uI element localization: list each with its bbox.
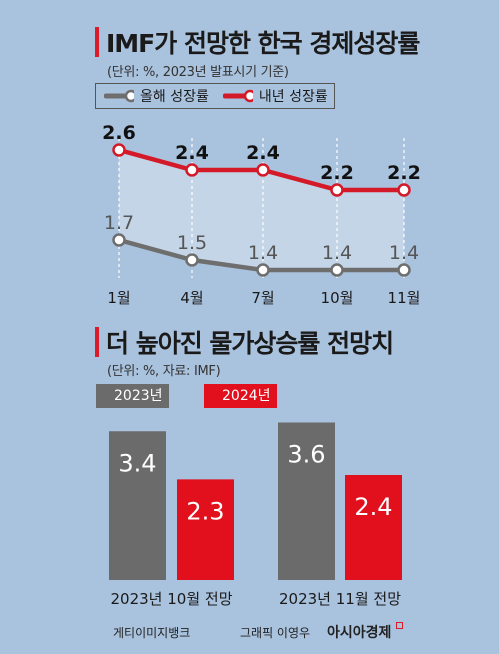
point-this_year-1 bbox=[185, 253, 199, 267]
chart1-title: IMF가 전망한 한국 경제성장률 bbox=[106, 29, 420, 58]
x-tick-label-0: 1월 bbox=[107, 289, 130, 307]
bar-value-label-y2024-1: 2.4 bbox=[354, 493, 392, 521]
category-label-1: 2023년 11월 전망 bbox=[279, 590, 401, 608]
value-label-next_year-0: 2.6 bbox=[102, 122, 136, 144]
point-next_year-3 bbox=[330, 183, 344, 197]
point-next_year-0 bbox=[112, 143, 126, 157]
legend-next-year-marker-icon bbox=[222, 89, 253, 103]
chart2-subtitle: (단위: %, 자료: IMF) bbox=[107, 364, 221, 379]
legend-this-year-marker-icon bbox=[104, 89, 134, 103]
value-label-this_year-4: 1.4 bbox=[389, 242, 419, 264]
bar-y2023-1 bbox=[278, 422, 335, 580]
bar-legend-2024-label: 2024년 bbox=[216, 384, 277, 408]
bar-legend-2023-swatch bbox=[96, 384, 108, 408]
point-next_year-1 bbox=[185, 163, 199, 177]
chart1-legend: 올해 성장률 내년 성장률 bbox=[95, 83, 335, 109]
value-label-this_year-1: 1.5 bbox=[177, 232, 207, 254]
point-this_year-4 bbox=[397, 263, 411, 277]
bar-legend-2023: 2023년 bbox=[96, 384, 169, 408]
x-tick-label-1: 4월 bbox=[180, 289, 203, 307]
line-chart-band bbox=[119, 150, 404, 270]
value-label-next_year-2: 2.4 bbox=[246, 142, 280, 164]
bar-chart: 3.4 2.3 2023년 10월 전망 3.6 2.4 2023년 11월 전망 bbox=[109, 422, 402, 608]
bar-legend-2023-label: 2023년 bbox=[108, 384, 169, 408]
point-this_year-2 bbox=[256, 263, 270, 277]
category-label-0: 2023년 10월 전망 bbox=[111, 590, 233, 608]
bar-legend-2024: 2024년 bbox=[204, 384, 277, 408]
bar-legend-2024-swatch bbox=[204, 384, 216, 408]
value-label-this_year-0: 1.7 bbox=[104, 212, 134, 234]
bar-y2023-0 bbox=[109, 431, 166, 580]
value-label-this_year-2: 1.4 bbox=[248, 242, 278, 264]
x-tick-label-2: 7월 bbox=[251, 289, 274, 307]
point-next_year-4 bbox=[397, 183, 411, 197]
brand-logo-mark-icon bbox=[396, 622, 403, 629]
brand-logo: 아시아경제 bbox=[327, 625, 392, 641]
bar-value-label-y2024-0: 2.3 bbox=[186, 497, 224, 525]
chart1-subtitle: (단위: %, 2023년 발표시기 기준) bbox=[107, 65, 289, 80]
graphic-credit: 그래픽 이영우 bbox=[240, 626, 311, 640]
point-this_year-3 bbox=[330, 263, 344, 277]
title-accent-bar-1 bbox=[95, 27, 99, 57]
value-label-next_year-1: 2.4 bbox=[175, 142, 209, 164]
title-accent-bar-2 bbox=[95, 327, 99, 357]
x-tick-label-3: 10월 bbox=[321, 289, 354, 307]
bar-y2024-0 bbox=[177, 479, 234, 580]
point-next_year-2 bbox=[256, 163, 270, 177]
bar-y2024-1 bbox=[345, 475, 402, 580]
chart2-title: 더 높아진 물가상승률 전망치 bbox=[106, 329, 394, 358]
line-chart: 1.7 1.5 1.4 1.4 1.4 2.6 2.4 2.4 2.2 2.2 1월 4월 7월 10월 1… bbox=[102, 122, 421, 307]
value-label-next_year-4: 2.2 bbox=[387, 162, 421, 184]
photo-credit: 게티이미지뱅크 bbox=[113, 626, 191, 640]
bar-value-label-y2023-1: 3.6 bbox=[287, 441, 325, 469]
value-label-this_year-3: 1.4 bbox=[322, 242, 352, 264]
bar-value-label-y2023-0: 3.4 bbox=[118, 449, 156, 477]
x-tick-label-4: 11월 bbox=[388, 289, 421, 307]
point-this_year-0 bbox=[112, 233, 126, 247]
legend-next-year-label: 내년 성장률 bbox=[258, 89, 328, 105]
value-label-next_year-3: 2.2 bbox=[320, 162, 354, 184]
legend-this-year-label: 올해 성장률 bbox=[140, 89, 209, 105]
